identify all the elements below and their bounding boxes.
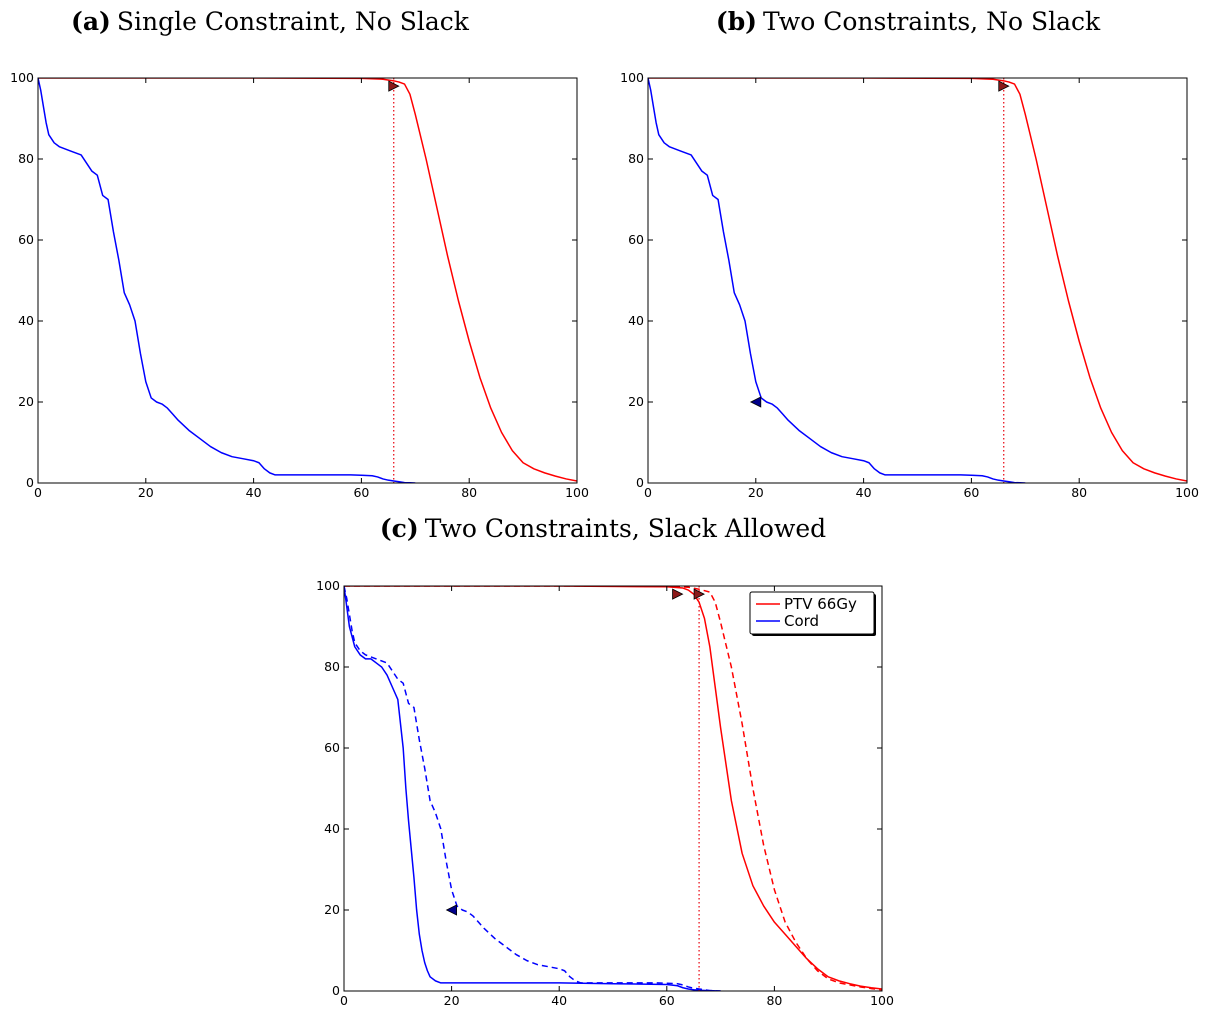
panel-a-ytick-label: 40 [18,313,34,328]
panel-a-ytick-label: 100 [10,70,34,85]
panel-c-ytick-label: 20 [324,902,340,917]
panel-a-xtick-label: 100 [565,485,589,500]
panel-b-xtick-label: 60 [963,485,979,500]
panel-b-ytick-label: 40 [628,313,644,328]
legend-box [749,591,875,635]
panel-a-ytick-label: 80 [18,151,34,166]
panel-c-ytick-label: 40 [324,821,340,836]
panel-a-label: (a) [71,7,111,36]
panel-c-ytick-label: 100 [316,578,340,593]
panel-b-ytick-label: 100 [620,70,644,85]
panel-c-marker-1 [693,588,705,600]
panel-c-xtick-label: 80 [766,993,782,1008]
panel-c-xtick-label: 20 [444,993,460,1008]
panel-a-xtick-label: 20 [138,485,154,500]
panel-b-xtick-label: 40 [856,485,872,500]
panel-a-xtick-label: 0 [34,485,42,500]
panel-c-ytick-label: 60 [324,740,340,755]
panel-b-series-0-line [648,78,1187,482]
panel-c-series-2-dashed-line [344,586,882,991]
legend-label-0: PTV 66Gy [784,595,857,613]
panel-b-ytick-label: 60 [628,232,644,247]
panel-a-axes-frame [37,77,578,484]
panel-c-marker-0 [672,588,684,600]
panel-c-xtick-label: 0 [340,993,348,1008]
panel-c-marker-2 [445,904,458,916]
panel-b-xtick-label: 0 [644,485,652,500]
panel-c-xtick-label: 60 [659,993,675,1008]
panel-b-xtick-label: 80 [1071,485,1087,500]
panel-c-xtick-label: 40 [551,993,567,1008]
panel-b-title-text: Two Constraints, No Slack [763,7,1101,36]
panel-c-axes-frame [343,585,883,992]
panel-a-ytick-label: 0 [26,475,34,490]
panel-b-axes-frame [647,77,1188,484]
panel-c-title: (c) Two Constraints, Slack Allowed [380,514,826,543]
panel-a-ytick-label: 20 [18,394,34,409]
panel-c-ytick-label: 0 [332,983,340,998]
panel-a-xtick-label: 80 [461,485,477,500]
panel-b-ytick-label: 80 [628,151,644,166]
panel-a-marker-0 [388,80,400,92]
panel-a-series-0-line [38,78,577,482]
panel-b-series-1-line [648,78,1026,483]
panel-b-ytick-label: 0 [636,475,644,490]
panel-c-series-3-dashed-line [344,586,721,991]
panel-b-ytick-label: 20 [628,394,644,409]
panel-c-label: (c) [380,514,419,543]
panel-c-title-text: Two Constraints, Slack Allowed [425,514,826,543]
panel-a-xtick-label: 60 [353,485,369,500]
panel-b: 0 20 40 60 80 100 0 20 40 60 80 100 [620,70,1199,500]
panel-b-xtick-label: 20 [748,485,764,500]
legend-label-1: Cord [784,612,819,630]
panel-b-title: (b) Two Constraints, No Slack [716,7,1101,36]
panel-a-series-1-line [38,78,416,483]
panel-b-xtick-label: 100 [1175,485,1199,500]
panel-c-xtick-label: 100 [870,993,894,1008]
panel-c-series-0-line [344,586,882,990]
panel-a-xtick-label: 40 [246,485,262,500]
panel-b-marker-1 [749,396,762,408]
panel-a: 0 20 40 60 80 100 0 20 40 60 80 100 [10,70,589,500]
panel-b-marker-0 [998,80,1010,92]
panel-c-ytick-label: 80 [324,659,340,674]
panel-a-title: (a) Single Constraint, No Slack [71,7,470,36]
panel-a-title-text: Single Constraint, No Slack [117,7,470,36]
panel-c-series-1-line [344,586,721,991]
panel-b-label: (b) [716,7,757,36]
panel-a-ytick-label: 60 [18,232,34,247]
